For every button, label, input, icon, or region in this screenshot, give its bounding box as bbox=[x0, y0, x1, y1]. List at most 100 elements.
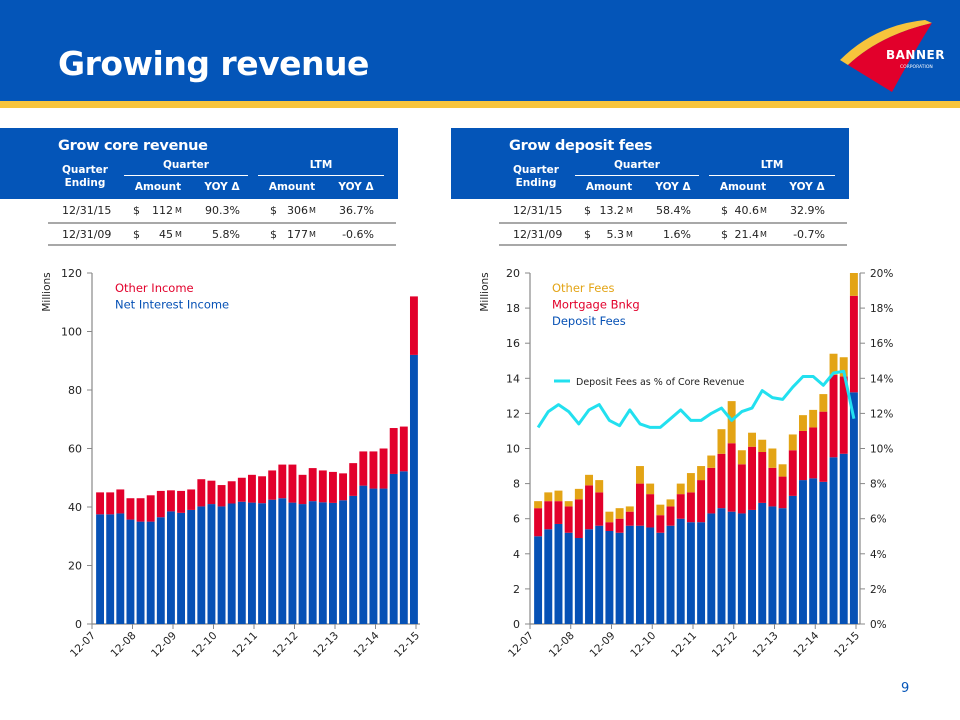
col-quarter-ending-line1: Quarter bbox=[62, 164, 108, 176]
bar-net-interest-income bbox=[116, 513, 125, 624]
y-tick-label: 12 bbox=[506, 407, 520, 420]
bar-other-income bbox=[106, 492, 115, 515]
row-q-amount: 45 bbox=[159, 228, 173, 241]
row-q-dollar: $ bbox=[584, 228, 591, 241]
row-date: 12/31/15 bbox=[513, 204, 563, 217]
bar-deposit-fees bbox=[737, 513, 746, 624]
bar-mortgage-bnkg bbox=[727, 443, 736, 512]
bar-other-income bbox=[156, 490, 165, 518]
y-tick-label: 120 bbox=[61, 267, 82, 280]
bar-deposit-fees bbox=[585, 529, 594, 624]
row-q-amount: 13.2 bbox=[599, 204, 625, 217]
x-tick-label: 12-14 bbox=[791, 629, 821, 659]
bar-other-income bbox=[308, 468, 317, 502]
bar-other-fees bbox=[595, 480, 604, 493]
row-l-amount: 306 bbox=[287, 204, 308, 217]
bar-other-fees bbox=[564, 501, 573, 507]
bar-deposit-fees bbox=[819, 481, 828, 624]
bar-other-income bbox=[298, 474, 307, 505]
bar-deposit-fees bbox=[778, 508, 787, 624]
bar-other-fees bbox=[849, 273, 858, 296]
logo-subtext: CORPORATION bbox=[900, 64, 933, 70]
col-quarter-ending-line2: Ending bbox=[64, 177, 106, 189]
x-tick-label: 12-08 bbox=[547, 630, 577, 660]
bar-other-income bbox=[207, 480, 216, 505]
bar-other-income bbox=[177, 490, 186, 513]
bar-other-income bbox=[328, 471, 337, 503]
row-l-dollar: $ bbox=[270, 204, 277, 217]
bar-other-fees bbox=[707, 455, 716, 468]
row-q-unit: M bbox=[175, 206, 182, 215]
x-tick-label: 12-10 bbox=[190, 630, 220, 660]
x-tick-label: 12-09 bbox=[149, 630, 179, 660]
bar-other-income bbox=[409, 296, 418, 355]
bar-deposit-fees bbox=[554, 523, 563, 624]
bar-other-income bbox=[268, 470, 277, 500]
table-header bbox=[451, 128, 849, 199]
bar-deposit-fees bbox=[809, 478, 818, 624]
y-axis-label: Millions bbox=[479, 272, 491, 311]
row-l-dollar: $ bbox=[721, 228, 728, 241]
y-tick-label: 10 bbox=[506, 443, 520, 456]
bar-other-income bbox=[349, 463, 358, 496]
y2-tick-label: 0% bbox=[870, 619, 887, 631]
bar-net-interest-income bbox=[126, 519, 135, 624]
y2-tick-label: 14% bbox=[870, 373, 893, 385]
row-q-unit: M bbox=[175, 230, 182, 239]
bar-other-income bbox=[96, 492, 105, 515]
x-tick-label: 12-12 bbox=[271, 630, 301, 660]
row-l-unit: M bbox=[309, 206, 316, 215]
x-tick-label: 12-13 bbox=[311, 630, 341, 660]
page-number: 9 bbox=[901, 681, 910, 696]
bar-mortgage-bnkg bbox=[564, 506, 573, 533]
x-tick-label: 12-11 bbox=[669, 630, 699, 660]
table-title: Grow deposit fees bbox=[509, 138, 653, 154]
header-banner bbox=[0, 0, 960, 101]
bar-deposit-fees bbox=[849, 392, 858, 624]
bar-other-fees bbox=[686, 473, 695, 493]
y2-tick-label: 10% bbox=[870, 444, 893, 456]
y-tick-label: 14 bbox=[506, 372, 520, 385]
bar-net-interest-income bbox=[197, 506, 206, 624]
row-l-yoy: -0.6% bbox=[342, 228, 374, 241]
y2-tick-label: 8% bbox=[870, 479, 887, 491]
row-q-yoy: 1.6% bbox=[663, 228, 691, 241]
bar-other-fees bbox=[839, 357, 848, 377]
bar-net-interest-income bbox=[359, 485, 368, 624]
bar-net-interest-income bbox=[237, 501, 246, 624]
group-quarter: Quarter bbox=[163, 159, 209, 171]
bar-mortgage-bnkg bbox=[829, 374, 838, 458]
bar-deposit-fees bbox=[717, 508, 726, 624]
bar-mortgage-bnkg bbox=[809, 427, 818, 479]
bar-deposit-fees bbox=[635, 525, 644, 624]
logo-red-sail bbox=[848, 23, 932, 92]
bar-other-fees bbox=[625, 506, 634, 512]
bar-other-fees bbox=[727, 401, 736, 444]
bar-deposit-fees bbox=[656, 532, 665, 624]
bar-other-fees bbox=[758, 439, 767, 453]
bar-other-fees bbox=[778, 464, 787, 477]
bar-net-interest-income bbox=[268, 499, 277, 624]
x-tick-label: 12-10 bbox=[628, 630, 658, 660]
bar-mortgage-bnkg bbox=[778, 476, 787, 509]
bar-other-income bbox=[318, 470, 327, 503]
bar-other-fees bbox=[748, 432, 757, 447]
bar-other-fees bbox=[635, 466, 644, 484]
bar-net-interest-income bbox=[328, 502, 337, 624]
bar-deposit-fees bbox=[544, 529, 553, 624]
row-l-dollar: $ bbox=[270, 228, 277, 241]
bar-other-fees bbox=[666, 499, 675, 507]
row-q-amount: 112 bbox=[152, 204, 173, 217]
bar-mortgage-bnkg bbox=[686, 492, 695, 523]
row-q-dollar: $ bbox=[133, 204, 140, 217]
y-tick-label: 8 bbox=[513, 478, 520, 491]
group-ltm-rule bbox=[258, 175, 384, 176]
bar-mortgage-bnkg bbox=[666, 506, 675, 526]
row-l-unit: M bbox=[760, 230, 767, 239]
bar-mortgage-bnkg bbox=[798, 430, 807, 481]
core-revenue-chart: 0 20 40 60 80 100 120 Millions 12-07 12-08 12-09 12… bbox=[41, 267, 422, 660]
bar-other-fees bbox=[646, 483, 655, 495]
x-tick-label: 12-11 bbox=[230, 630, 260, 660]
bar-net-interest-income bbox=[278, 498, 287, 624]
y2-tick-label: 2% bbox=[870, 584, 887, 596]
